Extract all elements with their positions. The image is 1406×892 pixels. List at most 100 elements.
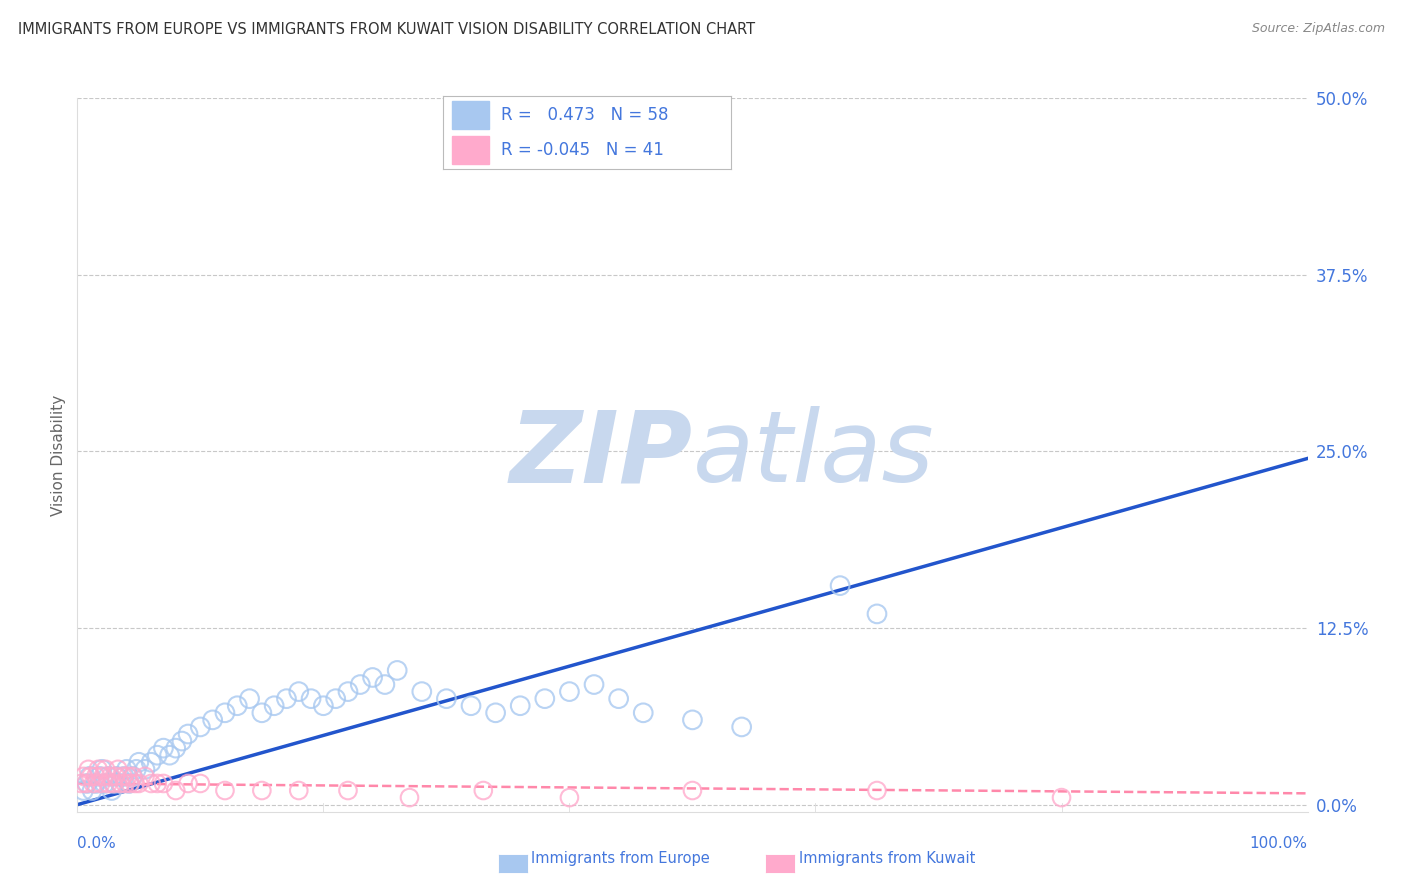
Point [125, 762, 148, 776]
Point [731, 720, 754, 734]
Text: 100.0%: 100.0% [1250, 836, 1308, 851]
Point [90, 776, 112, 790]
Point [115, 762, 138, 776]
Point [633, 706, 655, 720]
Point [152, 741, 174, 756]
Point [104, 769, 127, 783]
Point [82, 783, 104, 797]
Point [146, 776, 169, 790]
Point [141, 776, 163, 790]
Point [263, 698, 285, 713]
Point [152, 776, 174, 790]
Point [87, 762, 110, 776]
Y-axis label: Vision Disability: Vision Disability [51, 394, 66, 516]
Point [165, 783, 187, 797]
Point [146, 748, 169, 763]
Point [460, 698, 482, 713]
Point [101, 776, 124, 790]
Point [159, 748, 181, 763]
Point [288, 783, 311, 797]
Point [349, 677, 371, 691]
Point [361, 671, 384, 685]
Point [112, 769, 135, 783]
Point [93, 776, 115, 790]
Point [79, 769, 101, 783]
Point [682, 713, 704, 727]
Point [288, 684, 311, 698]
Text: ZIP: ZIP [509, 407, 693, 503]
Point [120, 776, 142, 790]
Point [239, 691, 262, 706]
Point [398, 790, 420, 805]
Point [84, 769, 107, 783]
Point [472, 783, 495, 797]
Point [89, 769, 111, 783]
Point [72, 783, 94, 797]
Point [165, 741, 187, 756]
Point [111, 769, 134, 783]
Point [141, 756, 163, 770]
Point [105, 769, 128, 783]
Point [337, 783, 360, 797]
Point [118, 776, 141, 790]
Point [387, 664, 409, 678]
Point [509, 698, 531, 713]
Point [830, 579, 852, 593]
Point [107, 762, 129, 776]
Text: atlas: atlas [693, 407, 934, 503]
Point [134, 769, 156, 783]
Point [312, 698, 335, 713]
Point [100, 769, 122, 783]
Point [121, 769, 143, 783]
Point [436, 691, 458, 706]
Point [558, 790, 581, 805]
Point [101, 783, 124, 797]
Text: 0.0%: 0.0% [77, 836, 117, 851]
Point [411, 684, 433, 698]
Text: Immigrants from Kuwait: Immigrants from Kuwait [799, 851, 974, 865]
Point [90, 762, 114, 776]
Point [299, 691, 322, 706]
Point [97, 776, 120, 790]
Text: IMMIGRANTS FROM EUROPE VS IMMIGRANTS FROM KUWAIT VISION DISABILITY CORRELATION C: IMMIGRANTS FROM EUROPE VS IMMIGRANTS FRO… [18, 22, 755, 37]
Point [534, 691, 557, 706]
Point [77, 762, 100, 776]
Text: Source: ZipAtlas.com: Source: ZipAtlas.com [1251, 22, 1385, 36]
Point [866, 607, 889, 621]
Point [103, 776, 125, 790]
Point [214, 706, 236, 720]
Point [682, 783, 704, 797]
Point [201, 713, 224, 727]
Point [607, 691, 630, 706]
Point [114, 776, 136, 790]
Point [82, 776, 104, 790]
Point [76, 776, 98, 790]
Point [177, 727, 200, 741]
Point [583, 677, 606, 691]
Point [75, 776, 97, 790]
Point [485, 706, 508, 720]
Point [121, 769, 143, 783]
Text: R =   0.473   N = 58: R = 0.473 N = 58 [501, 106, 668, 124]
Point [94, 762, 117, 776]
Bar [451, 136, 489, 163]
Text: Immigrants from Europe: Immigrants from Europe [531, 851, 710, 865]
Point [337, 684, 360, 698]
Point [110, 776, 132, 790]
Point [190, 720, 212, 734]
Point [1050, 790, 1073, 805]
Point [190, 776, 212, 790]
Point [866, 783, 889, 797]
Text: R = -0.045   N = 41: R = -0.045 N = 41 [501, 141, 664, 159]
Point [84, 776, 107, 790]
Point [80, 769, 103, 783]
Point [91, 769, 114, 783]
Point [110, 776, 132, 790]
Point [124, 776, 146, 790]
Point [128, 756, 150, 770]
Point [250, 706, 273, 720]
Point [117, 769, 139, 783]
Point [170, 734, 193, 748]
Point [374, 677, 396, 691]
Point [97, 769, 120, 783]
